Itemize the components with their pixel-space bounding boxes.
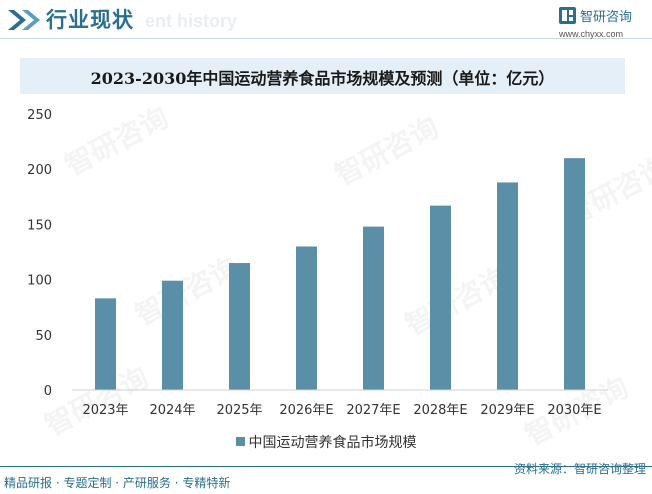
y-tick-label: 50: [35, 329, 52, 344]
page-title: 行业现状: [46, 8, 134, 32]
legend-swatch: [235, 437, 245, 446]
bar: [430, 205, 451, 390]
footer-divider: [0, 466, 652, 467]
brand-logo-icon: [559, 7, 576, 24]
bars: [95, 158, 585, 390]
bar: [564, 158, 585, 390]
y-tick-label: 100: [27, 274, 52, 289]
bar: [363, 226, 384, 390]
bar: [95, 298, 116, 390]
bar: [229, 263, 250, 390]
header-divider: [0, 38, 652, 39]
x-tick-label: 2023年: [82, 403, 128, 418]
x-tick-label: 2026年E: [279, 403, 333, 418]
header: ent history 行业现状: [0, 0, 652, 42]
x-tick-label: 2028年E: [413, 403, 467, 418]
brand: 智研咨询 www.chyxx.com: [559, 6, 651, 40]
bar: [162, 280, 183, 390]
bar: [296, 246, 317, 390]
x-tick-label: 2024年: [149, 403, 195, 418]
footer-tagline: 精品研报 · 专题定制 · 产研服务 · 专精特新: [4, 476, 231, 490]
double-chevron-icon: [8, 10, 40, 30]
source-note: 资料来源：智研咨询整理: [513, 462, 646, 476]
x-tick-label: 2025年: [216, 403, 262, 418]
x-tick-label: 2029年E: [480, 403, 534, 418]
bar: [497, 182, 518, 390]
legend-label: 中国运动营养食品市场规模: [248, 435, 417, 451]
x-axis-ticks: 2023年 2024年 2025年 2026年E 2027年E 2028年E 2029年E 2…: [82, 403, 601, 418]
y-tick-label: 200: [27, 163, 52, 178]
chart-legend: 中国运动营养食品市场规模: [0, 432, 652, 452]
chart-title-band: 2023-2030年中国运动营养食品市场规模及预测（单位：亿元）: [20, 58, 625, 94]
y-tick-label: 0: [44, 384, 52, 399]
x-tick-label: 2030年E: [547, 403, 601, 418]
header-subtitle-faint: ent history: [145, 11, 238, 31]
brand-name: 智研咨询: [580, 10, 633, 25]
y-tick-label: 150: [27, 218, 52, 233]
y-tick-label: 250: [27, 108, 52, 123]
chart-title: 2023-2030年中国运动营养食品市场规模及预测（单位：亿元）: [90, 69, 555, 88]
brand-url: www.chyxx.com: [559, 29, 624, 39]
x-tick-label: 2027年E: [346, 403, 400, 418]
y-axis-ticks: 0 50 100 150 200 250: [27, 108, 52, 399]
